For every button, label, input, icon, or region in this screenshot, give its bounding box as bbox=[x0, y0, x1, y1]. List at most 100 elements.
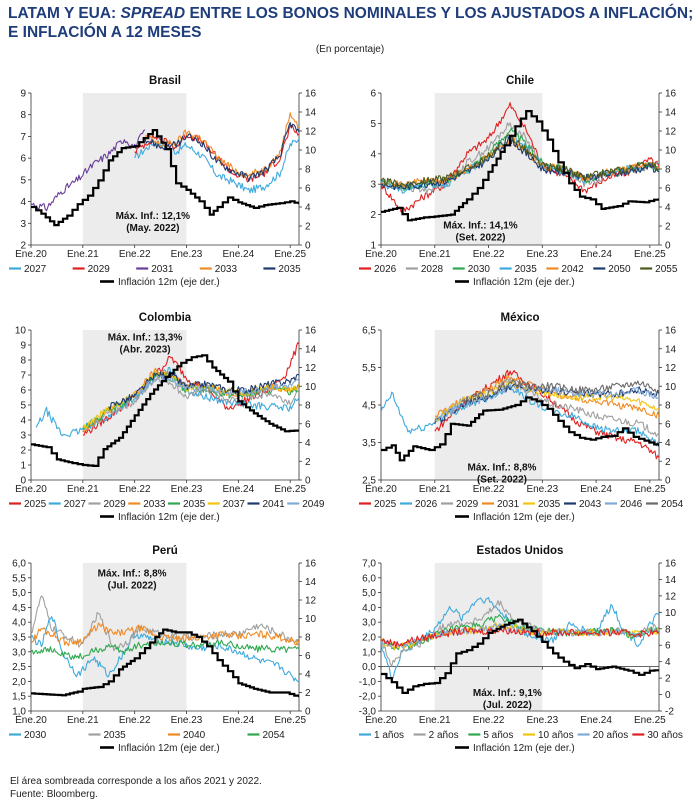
y-right-tick-label: 12 bbox=[665, 127, 677, 138]
legend-label: 2042 bbox=[561, 264, 584, 275]
y-left-tick-label: -3,0 bbox=[359, 707, 377, 718]
y-right-tick-label: 12 bbox=[665, 363, 677, 374]
y-left-tick-label: 5 bbox=[370, 119, 376, 130]
legend-label: 30 años bbox=[647, 730, 683, 741]
legend-label: 2055 bbox=[655, 264, 678, 275]
y-right-tick-label: 6 bbox=[305, 651, 311, 662]
legend-label: 2025 bbox=[24, 499, 47, 510]
y-right-tick-label: 6 bbox=[665, 419, 671, 430]
x-tick-label: Ene.22 bbox=[473, 249, 505, 260]
chart-0: Brasil 2 3 4 5 6 7 8 9 0 2 4 6 8 10 12 14 16 Ene.20 Ene.21 E… bbox=[9, 75, 317, 288]
y-left-tick-label: 3 bbox=[370, 180, 376, 191]
legend-label-inflation: Inflación 12m (eje der.) bbox=[118, 512, 220, 523]
series-line-2029 bbox=[82, 377, 299, 433]
x-tick-label: Ene.21 bbox=[67, 715, 99, 726]
y-right-tick-label: 12 bbox=[665, 591, 677, 602]
y-right-tick-label: 4 bbox=[665, 203, 671, 214]
y-right-tick-label: 14 bbox=[665, 108, 677, 119]
shaded-area bbox=[82, 330, 187, 480]
y-right-tick-label: -2 bbox=[665, 707, 674, 718]
page-subtitle: (En porcentaje) bbox=[315, 44, 385, 55]
y-right-tick-label: 2 bbox=[665, 222, 671, 233]
chart-title: Perú bbox=[152, 545, 178, 557]
x-tick-label: Ene.23 bbox=[171, 715, 203, 726]
y-right-tick-label: 0 bbox=[665, 241, 671, 252]
y-left-tick-label: 6 bbox=[20, 154, 26, 165]
legend-label-inflation: Inflación 12m (eje der.) bbox=[473, 277, 575, 288]
legend-label: 1 años bbox=[374, 730, 404, 741]
y-left-tick-label: 2 bbox=[20, 446, 26, 457]
x-tick-label: Ene.23 bbox=[526, 484, 558, 495]
y-right-tick-label: 4 bbox=[305, 670, 311, 681]
legend-label: 2027 bbox=[24, 264, 47, 275]
y-right-tick-label: 8 bbox=[305, 633, 311, 644]
y-right-tick-label: 0 bbox=[305, 707, 311, 718]
y-right-tick-label: 4 bbox=[305, 438, 311, 449]
chart-title: Estados Unidos bbox=[477, 545, 564, 557]
y-left-tick-label: 5,0 bbox=[12, 588, 26, 599]
y-left-tick-label: 0,0 bbox=[362, 662, 376, 673]
annotation-text: (Abr. 2023) bbox=[119, 345, 170, 356]
legend-label: 5 años bbox=[483, 730, 513, 741]
legend-label: 2035 bbox=[278, 264, 301, 275]
series-line-2030 bbox=[381, 127, 659, 192]
footer-source: Fuente: Bloomberg. bbox=[10, 789, 98, 800]
series-line-2035 bbox=[144, 121, 299, 182]
y-right-tick-label: 10 bbox=[665, 382, 677, 393]
y-right-tick-label: 8 bbox=[665, 165, 671, 176]
y-right-tick-label: 4 bbox=[305, 203, 311, 214]
x-tick-label: Ene.22 bbox=[119, 715, 151, 726]
y-right-tick-label: 10 bbox=[305, 382, 317, 393]
y-right-tick-label: 12 bbox=[305, 596, 317, 607]
legend-label-inflation: Inflación 12m (eje der.) bbox=[473, 743, 575, 754]
legend-label: 2040 bbox=[183, 730, 206, 741]
annotation-text: (Set. 2022) bbox=[455, 232, 505, 243]
y-left-tick-label: 6,0 bbox=[362, 573, 376, 584]
legend-label: 2028 bbox=[421, 264, 444, 275]
annotation-text: (May. 2022) bbox=[126, 223, 179, 234]
x-tick-label: Ene.25 bbox=[274, 484, 306, 495]
y-right-tick-label: 6 bbox=[305, 184, 311, 195]
y-right-tick-label: 10 bbox=[665, 608, 677, 619]
x-tick-label: Ene.24 bbox=[222, 715, 254, 726]
y-left-tick-label: 8 bbox=[20, 110, 26, 121]
x-tick-label: Ene.20 bbox=[365, 249, 397, 260]
y-right-tick-label: 10 bbox=[305, 614, 317, 625]
series-line-2054 bbox=[31, 638, 299, 661]
page-title: LATAM Y EUA: SPREAD ENTRE LOS BONOS NOMI… bbox=[8, 4, 698, 42]
legend-label: 10 años bbox=[538, 730, 574, 741]
x-tick-label: Ene.21 bbox=[67, 249, 99, 260]
shaded-area bbox=[434, 330, 543, 480]
y-left-tick-label: 2,5 bbox=[362, 476, 376, 487]
x-tick-label: Ene.24 bbox=[580, 484, 612, 495]
series-line-2029 bbox=[434, 376, 659, 437]
y-left-tick-label: 7,0 bbox=[362, 559, 376, 570]
legend-label: 2029 bbox=[456, 499, 479, 510]
x-tick-label: Ene.25 bbox=[634, 484, 666, 495]
chart-title: Chile bbox=[506, 75, 534, 87]
series-group bbox=[31, 112, 299, 227]
y-right-tick-label: 16 bbox=[665, 326, 677, 337]
inflation-line bbox=[31, 354, 299, 467]
y-right-tick-label: 16 bbox=[305, 326, 317, 337]
y-right-tick-label: 2 bbox=[665, 457, 671, 468]
y-right-tick-label: 2 bbox=[665, 674, 671, 685]
legend-label: 2029 bbox=[88, 264, 111, 275]
x-tick-label: Ene.22 bbox=[473, 715, 505, 726]
x-tick-label: Ene.25 bbox=[634, 249, 666, 260]
x-tick-label: Ene.20 bbox=[15, 249, 47, 260]
chart-title: Brasil bbox=[149, 75, 181, 87]
inflation-line bbox=[31, 129, 299, 227]
y-left-tick-label: 3,0 bbox=[362, 618, 376, 629]
inflation-line bbox=[381, 110, 659, 222]
y-right-tick-label: 16 bbox=[665, 89, 677, 100]
legend-label: 2035 bbox=[104, 730, 127, 741]
series-group bbox=[381, 369, 659, 462]
y-left-tick-label: 7 bbox=[20, 371, 26, 382]
x-tick-label: Ene.21 bbox=[67, 484, 99, 495]
annotation-text: (Jul. 2022) bbox=[483, 700, 532, 711]
legend-label: 2054 bbox=[661, 499, 684, 510]
series-group bbox=[31, 595, 299, 698]
y-left-tick-label: -1,0 bbox=[359, 677, 377, 688]
